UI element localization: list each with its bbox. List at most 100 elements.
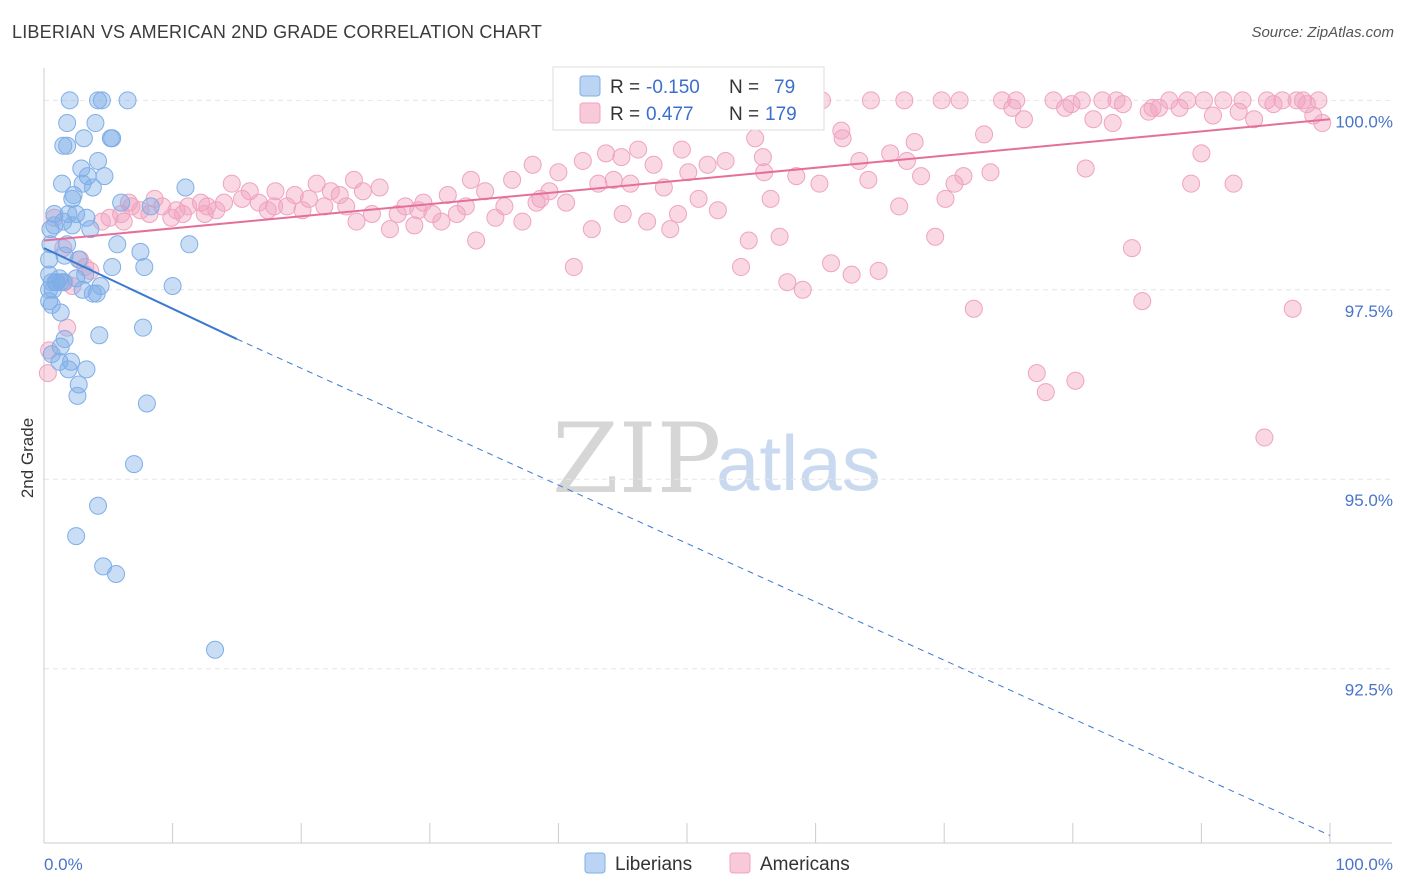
legend-n-label-americans: N = [729,104,759,125]
liberians-point [89,496,108,515]
americans-point [954,167,973,186]
chart-title: LIBERIAN VS AMERICAN 2ND GRADE CORRELATI… [12,22,543,42]
americans-point [1233,91,1252,110]
bottom-legend-swatch-americans [729,852,751,874]
liberians-point [141,197,160,216]
americans-point [778,273,797,292]
americans-point [964,299,983,318]
americans-point [503,170,522,189]
correlation-legend: R = -0.150 N = 79 R = 0.477 N = 179 [552,66,825,131]
liberians-point [69,375,88,394]
americans-point [672,140,691,159]
liberians-point [131,242,150,261]
legend-n-label-liberians: N = [729,77,759,98]
liberians-trend-extension [236,338,1331,836]
americans-point [1287,91,1306,110]
americans-point [1066,371,1085,390]
americans-point [1072,91,1091,110]
americans-point [912,167,931,186]
americans-point [461,170,480,189]
liberians-point [87,284,106,303]
americans-point [557,193,576,212]
americans-point [527,193,546,212]
y-axis-title: 2nd Grade [18,418,37,498]
americans-point [1160,91,1179,110]
americans-point [716,151,735,170]
americans-point [266,182,285,201]
liberians-point [63,189,82,208]
americans-point [950,91,969,110]
americans-point [1093,91,1112,110]
americans-point [1062,95,1081,114]
americans-point [850,151,869,170]
liberians-point [95,167,114,186]
x-tick-label: 100.0% [1335,855,1393,874]
americans-point [739,231,758,250]
liberians-point [58,114,77,133]
liberians-point [76,265,95,284]
americans-point [1036,383,1055,402]
americans-point [708,201,727,220]
liberians-point [107,564,126,583]
americans-point [119,193,138,212]
liberians-point [125,455,144,474]
liberians-point [92,91,111,110]
legend-r-label-americans: R = [610,104,640,125]
americans-point [315,197,334,216]
americans-point [45,208,64,227]
americans-point [895,91,914,110]
zipatlas-watermark: ZIP atlas [552,403,881,515]
bottom-legend-label-americans: Americans [760,854,850,875]
americans-point [438,186,457,205]
liberians-point [67,527,86,546]
americans-point [1283,299,1302,318]
americans-point [388,204,407,223]
liberians-point [41,220,60,239]
americans-point [746,129,765,148]
x-tick-labels: 0.0% 100.0% [44,855,1393,874]
americans-point [668,204,687,223]
americans-point [198,197,217,216]
y-tick-labels: 92.5% 95.0% 97.5% 100.0% [1335,112,1393,699]
americans-point [265,197,284,216]
americans-point [432,212,451,231]
americans-point [1192,144,1211,163]
americans-point [1257,91,1276,110]
americans-point [249,193,268,212]
liberians-point [54,136,73,155]
americans-point [100,208,119,227]
americans-point [732,258,751,277]
americans-point [380,220,399,239]
legend-r-value-liberians: -0.150 [646,77,700,98]
americans-point [993,91,1012,110]
americans-point [1084,110,1103,129]
americans-point [1297,95,1316,114]
americans-point [596,144,615,163]
americans-point [679,163,698,182]
liberians-point [42,273,61,292]
liberians-point [89,151,108,170]
americans-point [761,189,780,208]
americans-point [936,189,955,208]
americans-point [698,155,717,174]
americans-point [405,216,424,235]
americans-point [604,170,623,189]
legend-r-label-liberians: R = [610,77,640,98]
americans-point [456,197,475,216]
liberians-point [77,360,96,379]
y-tick-label: 92.5% [1345,681,1393,700]
liberians-point [81,220,100,239]
americans-point [689,189,708,208]
americans-point [38,364,57,383]
americans-point [1014,110,1033,129]
americans-point [1194,91,1213,110]
axes [43,68,1392,844]
liberians-point [53,174,72,193]
liberians-point [42,295,61,314]
americans-point [114,212,133,231]
liberians-point [63,216,82,235]
americans-point [58,318,77,337]
liberians-point [135,258,154,277]
americans-point [1107,91,1126,110]
americans-point [476,182,495,201]
